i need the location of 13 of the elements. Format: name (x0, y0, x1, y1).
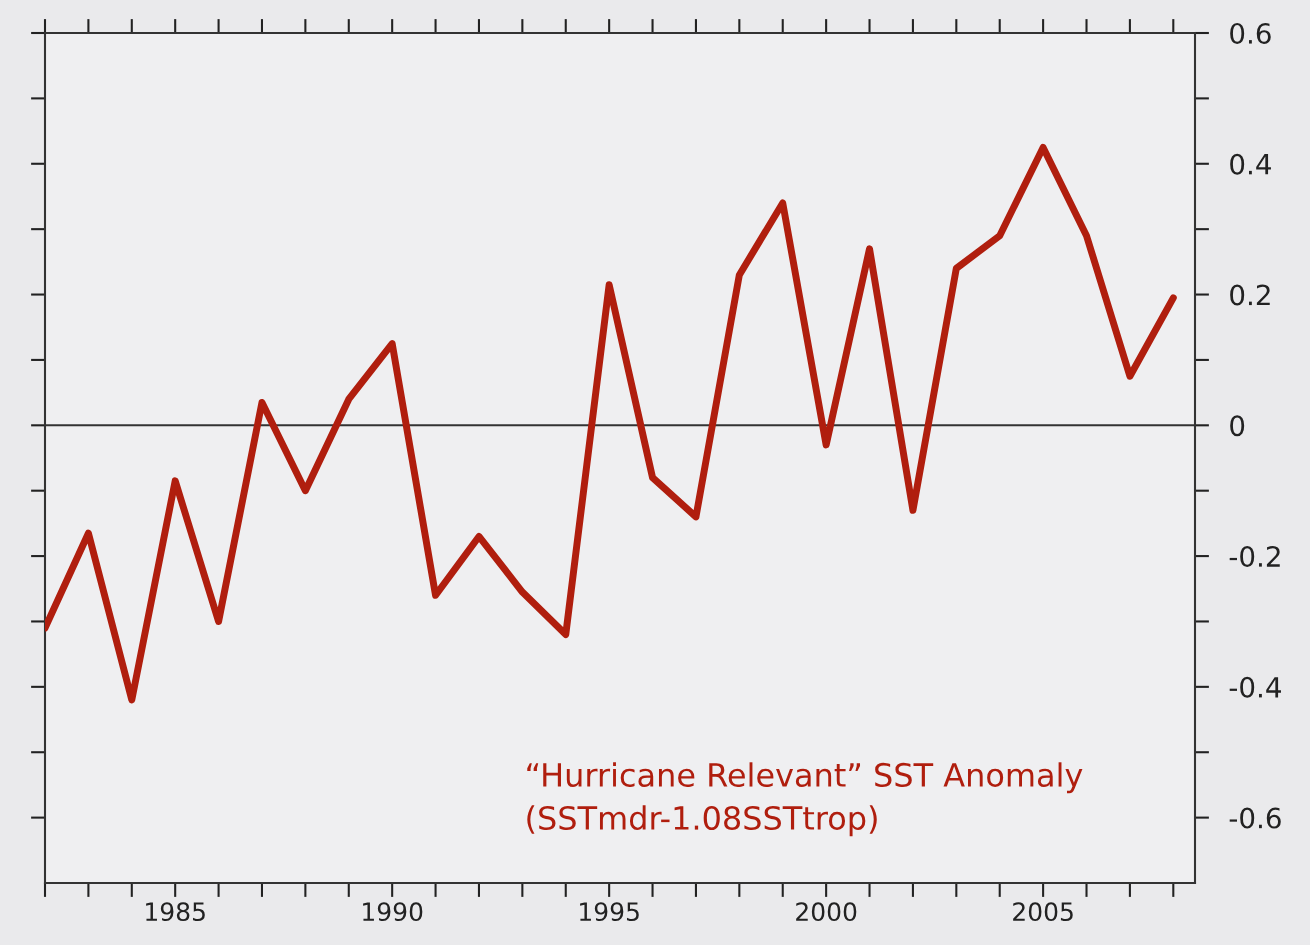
y-tick-label: 0 (1230, 415, 1245, 437)
x-tick-label: 2000 (796, 902, 857, 922)
annotation: “Hurricane Relevant” SST Anomaly (SSTmdr-1.08SSTtrop) (527, 762, 1083, 837)
y-tick-label: -0.4 (1229, 676, 1281, 698)
y-tick-label: 0.4 (1230, 153, 1271, 175)
y-tick-label: -0.2 (1229, 546, 1280, 568)
y-tick-label: 0.2 (1230, 284, 1270, 306)
y-tick-label: -0.6 (1229, 807, 1281, 829)
x-tick-label: 2005 (1013, 902, 1073, 922)
x-tick-label: 1985 (146, 902, 205, 922)
y-tick-label: 0.6 (1230, 22, 1271, 44)
x-tick-label: 1995 (580, 902, 639, 922)
x-tick-label: 1990 (363, 902, 423, 922)
